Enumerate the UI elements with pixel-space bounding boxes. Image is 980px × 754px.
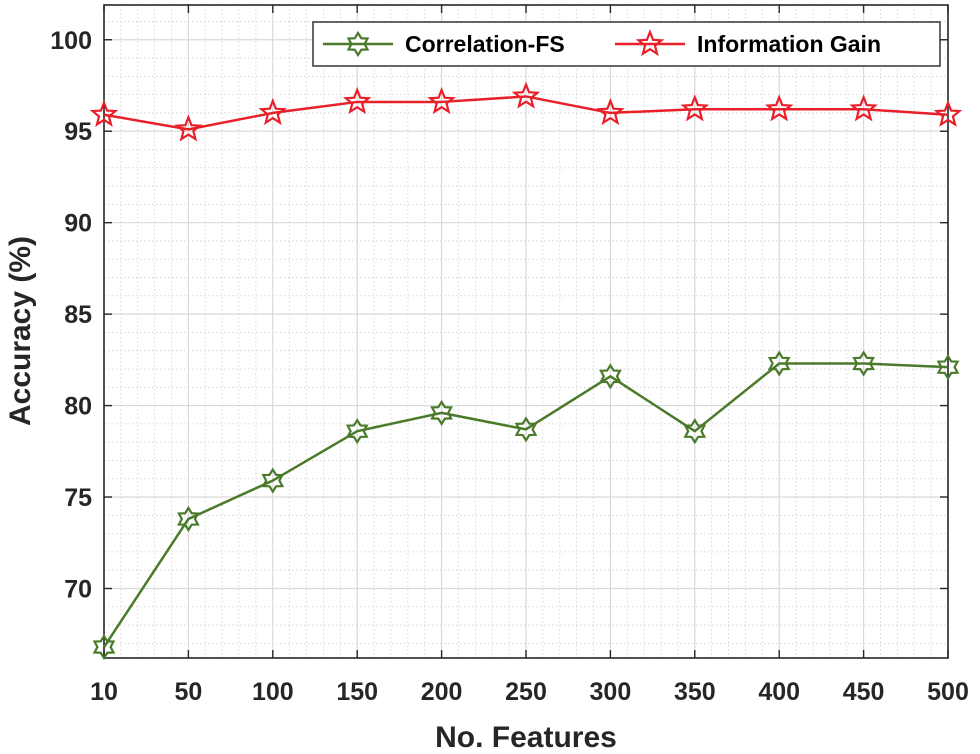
- y-axis-title: Accuracy (%): [4, 236, 37, 426]
- series-information-gain: [89, 81, 963, 142]
- grid: [103, 5, 949, 658]
- data-point-marker[interactable]: [764, 94, 794, 122]
- y-tick-label: 100: [50, 27, 92, 55]
- series-line: [103, 95, 949, 131]
- data-point-marker[interactable]: [89, 99, 119, 127]
- data-point-marker[interactable]: [936, 354, 960, 381]
- legend-label-information-gain: Information Gain: [697, 31, 881, 57]
- data-point-marker[interactable]: [430, 399, 453, 426]
- x-tick-label: 150: [336, 678, 378, 706]
- y-tick-label: 95: [64, 118, 92, 146]
- series-correlation-fs: [92, 350, 960, 661]
- x-tick-label: 10: [90, 678, 118, 706]
- y-tick-label: 80: [64, 393, 92, 421]
- y-tick-label: 85: [64, 301, 92, 329]
- series-line: [102, 362, 949, 648]
- data-point-marker[interactable]: [427, 86, 456, 115]
- y-tick-label: 90: [64, 210, 92, 238]
- data-point-marker[interactable]: [852, 350, 875, 377]
- data-point-marker[interactable]: [345, 418, 369, 445]
- data-point-marker[interactable]: [511, 81, 541, 109]
- x-tick-label: 200: [421, 678, 463, 706]
- data-point-marker[interactable]: [680, 94, 710, 122]
- data-point-marker[interactable]: [258, 97, 288, 126]
- data-point-marker[interactable]: [767, 350, 791, 377]
- legend-label-correlation-fs: Correlation-FS: [405, 31, 565, 57]
- y-axis-ticks: 70 75 80 85 90 95 100: [50, 27, 948, 603]
- x-tick-label: 300: [590, 678, 632, 706]
- series-layer: [89, 81, 963, 661]
- x-axis-title: No. Features: [435, 721, 617, 754]
- hexagram-marker-icon: [346, 30, 370, 58]
- x-tick-label: 400: [758, 678, 800, 706]
- data-point-marker[interactable]: [342, 86, 372, 115]
- data-point-marker[interactable]: [514, 416, 538, 443]
- data-point-marker[interactable]: [683, 418, 707, 445]
- x-tick-label: 500: [927, 678, 969, 706]
- x-tick-label: 50: [174, 678, 202, 706]
- data-point-marker[interactable]: [92, 633, 116, 661]
- y-tick-label: 70: [64, 575, 92, 603]
- legend-entry-correlation-fs[interactable]: Correlation-FS: [323, 30, 565, 58]
- data-point-marker[interactable]: [849, 94, 878, 122]
- data-point-marker[interactable]: [261, 467, 285, 494]
- data-point-marker[interactable]: [174, 114, 203, 142]
- x-axis-ticks: 10 50 100 150 200 250 300 350 400 450 500: [90, 5, 969, 706]
- x-tick-label: 450: [843, 678, 885, 706]
- y-tick-label: 75: [64, 484, 92, 512]
- legend-entry-information-gain[interactable]: Information Gain: [615, 28, 881, 57]
- pentagram-marker-icon: [635, 28, 665, 57]
- data-point-marker[interactable]: [599, 363, 622, 390]
- data-point-marker[interactable]: [933, 99, 963, 127]
- x-tick-label: 250: [505, 678, 547, 706]
- data-point-marker[interactable]: [596, 97, 625, 126]
- x-tick-label: 350: [674, 678, 716, 706]
- data-point-marker[interactable]: [177, 505, 200, 533]
- x-tick-label: 100: [252, 678, 294, 706]
- legend: Correlation-FS Information Gain: [312, 21, 941, 67]
